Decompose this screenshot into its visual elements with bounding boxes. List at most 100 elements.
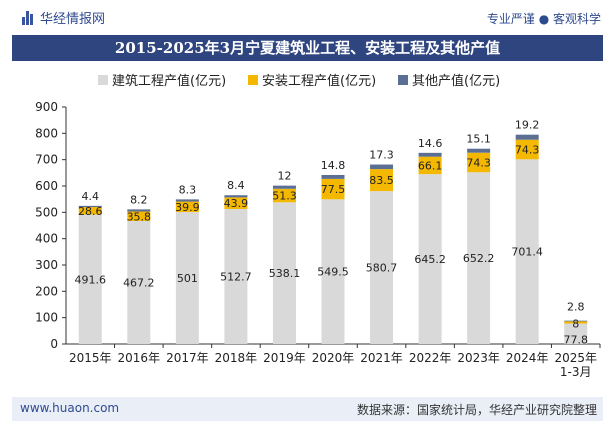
legend-label: 建筑工程产值(亿元) — [112, 73, 226, 89]
data-label: 8 — [572, 317, 579, 330]
bar-segment — [127, 209, 151, 212]
y-tick-label: 700 — [35, 153, 58, 167]
bar-segment — [321, 199, 345, 344]
data-label: 580.7 — [366, 262, 398, 275]
data-label: 17.3 — [369, 149, 394, 162]
x-tick-label: 2018年 — [215, 351, 258, 365]
data-label: 467.2 — [123, 276, 155, 289]
data-label: 701.4 — [511, 246, 543, 259]
tagline: 专业严谨 ● 客观科学 — [486, 12, 601, 26]
bar-segment — [564, 323, 588, 344]
bar-segment — [418, 174, 442, 344]
legend-label: 安装工程产值(亿元) — [262, 73, 376, 89]
y-tick-label: 0 — [50, 337, 58, 351]
bar-segment — [78, 207, 102, 215]
bar-segment — [127, 211, 151, 221]
data-label: 8.4 — [227, 179, 245, 192]
bar-segment — [418, 156, 442, 175]
bar-chart-icon — [22, 10, 34, 25]
brand-logo: 华经情报网 — [22, 8, 105, 27]
legend-label: 其他产值(亿元) — [412, 73, 500, 89]
bar-segment — [467, 148, 491, 153]
data-label: 77.5 — [321, 183, 346, 196]
bar-segment — [78, 205, 102, 208]
bar-segment — [272, 202, 296, 344]
top-bar: 华经情报网 专业严谨 ● 客观科学 — [0, 0, 615, 34]
data-label: 14.6 — [418, 137, 443, 150]
legend-swatch — [248, 75, 258, 85]
bar-segment — [321, 178, 345, 200]
bar-segment — [370, 191, 394, 344]
data-label: 74.3 — [466, 156, 491, 169]
x-tick-label: 2015年 — [69, 351, 112, 365]
bar-segment — [418, 152, 442, 157]
data-label: 549.5 — [317, 266, 349, 279]
x-tick-label: 2023年 — [457, 351, 500, 365]
y-tick-label: 300 — [35, 258, 58, 272]
y-tick-label: 400 — [35, 232, 58, 246]
x-tick-label: 2025年 — [554, 351, 597, 365]
data-label: 83.5 — [369, 174, 394, 187]
brand-name: 华经情报网 — [40, 12, 106, 27]
bar-segment — [224, 208, 248, 344]
data-label: 43.9 — [224, 197, 249, 210]
bar-segment — [272, 188, 296, 203]
data-label: 14.8 — [321, 159, 346, 172]
y-tick-label: 100 — [35, 311, 58, 325]
bar-segment — [515, 134, 539, 140]
y-tick-label: 500 — [35, 205, 58, 219]
data-label: 4.4 — [82, 190, 100, 203]
data-label: 645.2 — [414, 253, 446, 266]
x-tick-label: 2024年 — [506, 351, 549, 365]
bar-segment — [370, 169, 394, 192]
y-tick-label: 800 — [35, 126, 58, 140]
x-tick-label: 2019年 — [263, 351, 306, 365]
x-tick-label: 2022年 — [409, 351, 452, 365]
data-label: 51.3 — [272, 190, 297, 203]
bar-segment — [224, 195, 248, 198]
data-label: 2.8 — [567, 301, 585, 314]
chart-title: 2015-2025年3月宁夏建筑业工程、安装工程及其他产值 — [12, 35, 603, 61]
bar-segment — [370, 164, 394, 170]
bar-segment — [515, 139, 539, 160]
x-tick-label: 2021年 — [360, 351, 403, 365]
x-tick-label: 2016年 — [118, 351, 161, 365]
y-tick-label: 600 — [35, 179, 58, 193]
data-label: 8.2 — [130, 193, 148, 206]
bar-segment — [175, 201, 199, 213]
bar-segment — [321, 174, 345, 179]
data-source: 数据来源：国家统计局，华经产业研究院整理 — [356, 403, 597, 417]
bar-segment — [467, 152, 491, 173]
bar-segment — [224, 197, 248, 209]
x-tick-label: 2017年 — [166, 351, 209, 365]
bar-segment — [272, 185, 296, 189]
bar-segment — [175, 199, 199, 202]
bar-segment — [564, 321, 588, 324]
x-tick-label: 2020年 — [312, 351, 355, 365]
legend-swatch — [398, 75, 408, 85]
bar-segment — [515, 159, 539, 344]
bar-segment — [175, 212, 199, 344]
data-label: 15.1 — [466, 133, 491, 146]
data-label: 501 — [177, 272, 198, 285]
data-label: 66.1 — [418, 159, 443, 172]
y-tick-label: 200 — [35, 284, 58, 298]
bar-segment — [78, 214, 102, 344]
footer-bar: www.huaon.com 数据来源：国家统计局，华经产业研究院整理 — [12, 397, 603, 421]
data-label: 39.9 — [175, 201, 200, 214]
data-label: 12 — [277, 170, 291, 183]
data-label: 652.2 — [463, 252, 495, 265]
data-label: 8.3 — [179, 183, 197, 196]
data-label: 538.1 — [269, 267, 301, 280]
y-tick-label: 900 — [35, 100, 58, 114]
x-tick-label: 1-3月 — [560, 365, 592, 379]
data-label: 74.3 — [515, 144, 540, 157]
data-label: 512.7 — [220, 270, 252, 283]
legend-swatch — [98, 75, 108, 85]
data-label: 28.6 — [78, 205, 103, 218]
data-label: 35.8 — [127, 210, 152, 223]
data-label: 19.2 — [515, 119, 540, 132]
bar-segment — [467, 172, 491, 344]
website-link[interactable]: www.huaon.com — [20, 401, 120, 415]
